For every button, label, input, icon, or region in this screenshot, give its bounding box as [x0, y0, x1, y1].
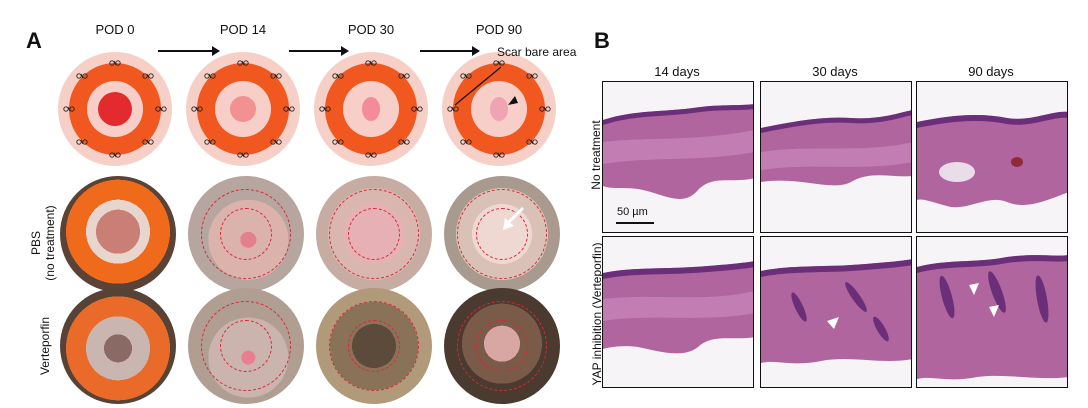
arrowhead-marker: [827, 317, 839, 329]
row-label-pbs: PBS (no treatment): [29, 197, 59, 289]
wound-area-pod30: [362, 97, 380, 121]
row-label-pbs-line2: (no treatment): [43, 205, 57, 281]
panel-a-letter: A: [26, 28, 42, 53]
wound-area-pod90: [490, 97, 508, 121]
row-label-verteporfin: Verteporfin: [38, 316, 52, 376]
timeline-arrow-1: [158, 46, 220, 56]
row-label-no-treatment: No treatment: [589, 120, 603, 190]
dashed-inner-circle: [220, 320, 272, 372]
row-label-pbs-line1: PBS: [29, 231, 43, 256]
dashed-outer-circle: [201, 189, 291, 279]
arrowhead-marker: [969, 283, 979, 295]
timeline-arrow-3: [420, 46, 480, 56]
dashed-inner-circle: [348, 208, 400, 260]
column-label-30-days: 30 days: [812, 64, 858, 79]
dashed-outer-circle: [457, 189, 547, 279]
photo-pbs-pod30: [316, 176, 432, 292]
histology-no-treatment-14-days: 50 µm: [602, 81, 754, 233]
histology-yap-inhibition-14-days: [602, 236, 754, 388]
dashed-outer-circle: [329, 301, 419, 391]
arrowhead-marker: [989, 305, 999, 317]
schematic-pod14: [186, 52, 300, 166]
photo-pbs-pod90: [444, 176, 560, 292]
scar-bare-area-annotation: Scar bare area: [497, 45, 577, 59]
column-label-14-days: 14 days: [654, 64, 700, 79]
schematic-pod0: [58, 52, 172, 166]
dashed-inner-circle: [476, 208, 528, 260]
wound-schematic-row: [58, 52, 556, 166]
scale-bar: [616, 222, 654, 224]
white-arrow-icon: [503, 206, 525, 230]
dashed-inner-circle: [220, 208, 272, 260]
photo-pbs-pod0: [60, 176, 176, 292]
photo-verteporfin-pod90: [444, 288, 560, 404]
photo-verteporfin-pod14: [188, 288, 304, 404]
histology-no-treatment-90-days: [916, 81, 1068, 233]
column-label-90-days: 90 days: [968, 64, 1014, 79]
timepoint-label-pod0: POD 0: [95, 22, 135, 37]
wound-area-pod0: [98, 92, 132, 126]
histology-yap-inhibition-30-days: [760, 236, 912, 388]
timeline-arrow-2: [289, 46, 349, 56]
timepoint-label-pod90: POD 90: [475, 22, 523, 37]
timepoint-label-pod14: POD 14: [219, 22, 267, 37]
panel-b-letter: B: [594, 28, 610, 53]
histology-no-treatment-30-days: [760, 81, 912, 233]
histology-yap-inhibition-90-days: [916, 236, 1068, 388]
wound-area-pod14: [230, 96, 256, 122]
photo-pbs-pod14: [188, 176, 304, 292]
dashed-inner-circle: [476, 320, 528, 372]
dashed-outer-circle: [201, 301, 291, 391]
schematic-pod30: [314, 52, 428, 166]
scale-bar-label: 50 µm: [617, 206, 648, 218]
photo-verteporfin-pod0: [60, 288, 176, 404]
photo-verteporfin-pod30: [316, 288, 432, 404]
dashed-outer-circle: [457, 301, 547, 391]
timepoint-label-pod30: POD 30: [347, 22, 395, 37]
dashed-outer-circle: [329, 189, 419, 279]
dashed-inner-circle: [348, 320, 400, 372]
schematic-pod90: [442, 52, 556, 166]
